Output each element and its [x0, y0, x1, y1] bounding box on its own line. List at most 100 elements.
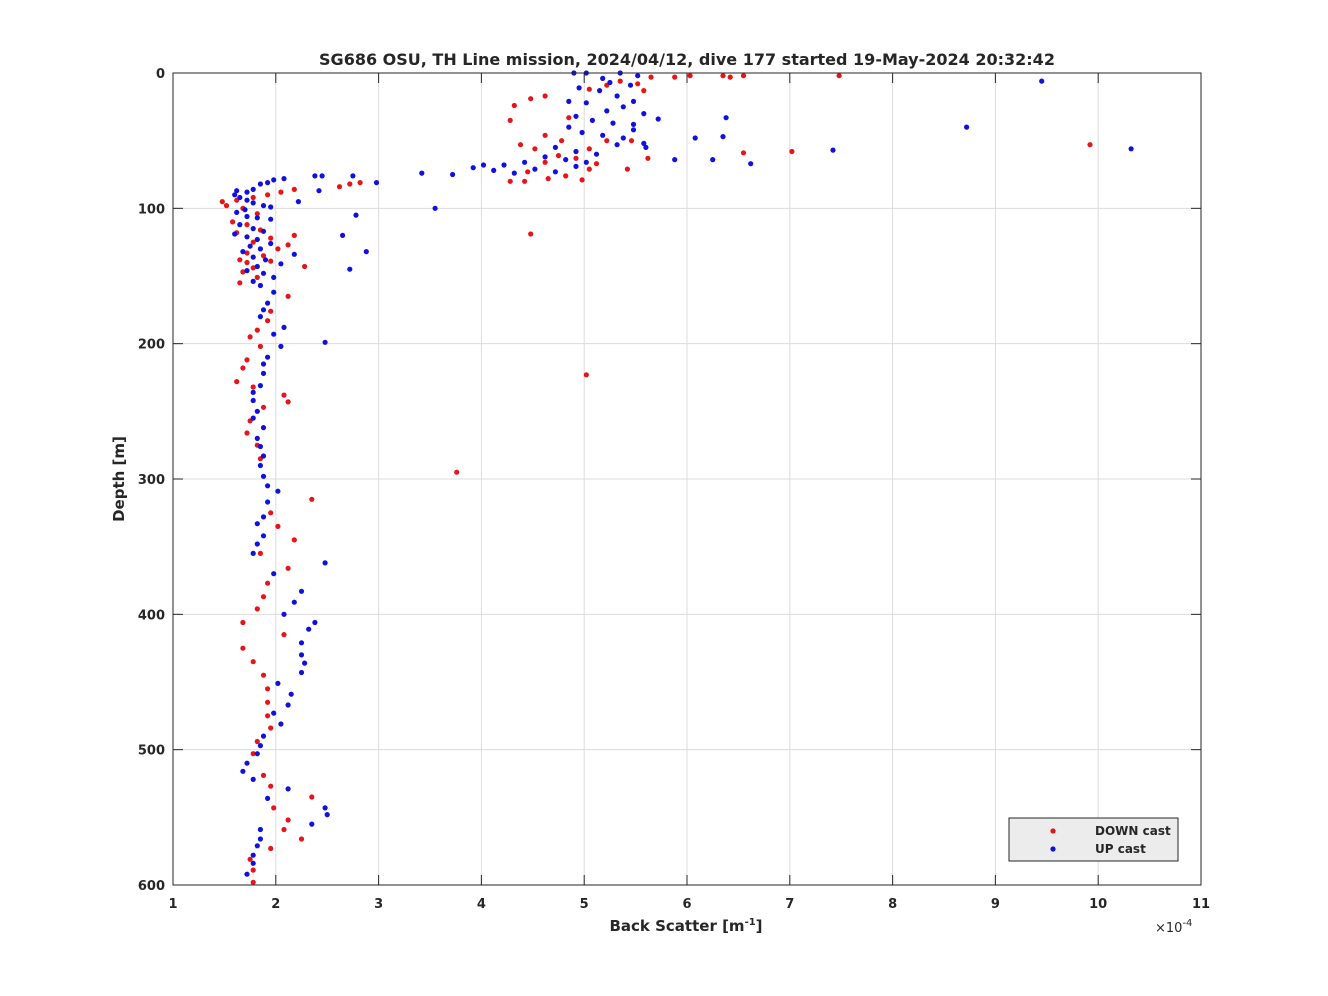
- down-cast-point: [265, 318, 271, 324]
- up-cast-point: [278, 721, 284, 727]
- x-axis-label: Back Scatter [m-1]: [609, 917, 762, 935]
- up-cast-point: [250, 200, 256, 206]
- up-cast-point: [600, 75, 606, 81]
- down-cast-point: [291, 537, 297, 543]
- up-cast-point: [260, 270, 267, 276]
- up-cast-point: [573, 148, 579, 155]
- down-cast-point: [265, 192, 271, 198]
- x-axis-multiplier: ×10-4: [1155, 918, 1192, 936]
- down-cast-point: [624, 166, 631, 172]
- up-cast-point: [265, 795, 271, 802]
- up-cast-point: [614, 142, 620, 148]
- up-cast-point: [723, 115, 729, 121]
- up-cast-point: [964, 124, 970, 130]
- grid: [173, 73, 1201, 885]
- up-cast-point: [254, 408, 260, 414]
- down-cast-point: [740, 73, 747, 79]
- down-cast-point: [573, 155, 579, 161]
- up-cast-point: [281, 176, 287, 182]
- up-cast-point: [244, 268, 250, 274]
- down-cast-point: [604, 138, 610, 144]
- up-cast-point: [257, 836, 263, 842]
- up-cast-point: [302, 660, 308, 666]
- y-tick-label: 600: [138, 879, 165, 894]
- x-tick-labels: 1 2 3 4 5 6 7 8 9 10 11: [168, 897, 1210, 912]
- up-cast-point: [240, 249, 246, 255]
- up-cast-point: [281, 611, 287, 617]
- down-cast-point: [291, 232, 297, 238]
- down-cast-point: [285, 565, 291, 571]
- up-cast-point: [579, 129, 585, 136]
- up-cast-point: [234, 188, 240, 194]
- up-cast-point: [250, 397, 256, 404]
- down-cast-point: [291, 186, 297, 192]
- down-cast-point: [542, 93, 548, 99]
- down-cast-point: [285, 399, 291, 405]
- x-tick-label: 10: [1089, 897, 1107, 912]
- up-cast-point: [830, 147, 836, 153]
- up-cast-point: [322, 805, 328, 811]
- down-cast-point: [240, 365, 246, 371]
- down-cast-point: [555, 153, 562, 159]
- up-cast-point: [237, 194, 243, 201]
- up-cast-point: [268, 204, 274, 210]
- up-cast-point: [298, 588, 305, 594]
- down-cast-point: [542, 132, 548, 138]
- up-cast-point: [250, 852, 256, 858]
- up-cast-point: [532, 166, 538, 172]
- down-cast-point: [254, 327, 260, 333]
- down-cast-point: [268, 308, 274, 314]
- up-cast-point: [275, 680, 281, 687]
- down-cast-point: [254, 211, 260, 217]
- up-cast-point: [260, 473, 267, 479]
- down-cast-point: [281, 826, 287, 833]
- up-cast-point: [316, 188, 322, 194]
- up-cast-point: [271, 571, 277, 577]
- down-cast-point: [250, 265, 256, 271]
- x-axis-label-main: Back Scatter [m: [609, 917, 744, 935]
- up-cast-point: [254, 521, 260, 527]
- down-cast-point: [240, 645, 246, 651]
- up-cast-point: [265, 354, 271, 360]
- up-cast-point: [260, 370, 267, 376]
- up-cast-point: [643, 144, 649, 150]
- down-cast-point: [234, 379, 240, 385]
- down-cast-point: [250, 384, 256, 390]
- legend-marker-up: [1050, 846, 1056, 852]
- series-up-cast: [232, 70, 1134, 877]
- up-cast-point: [237, 222, 243, 228]
- up-cast-point: [566, 98, 572, 104]
- series-down-cast: [219, 73, 1093, 885]
- up-cast-point: [491, 167, 497, 173]
- up-cast-point: [291, 251, 297, 257]
- down-cast-point: [268, 845, 274, 852]
- up-cast-point: [353, 212, 359, 218]
- down-cast-point: [247, 334, 253, 340]
- down-cast-point: [260, 772, 267, 779]
- x-tick-label: 2: [271, 897, 280, 912]
- down-cast-point: [254, 606, 260, 612]
- up-cast-point: [234, 209, 240, 215]
- up-cast-point: [244, 760, 250, 766]
- up-cast-point: [232, 192, 238, 198]
- down-cast-point: [237, 257, 243, 263]
- down-cast-point: [593, 161, 600, 167]
- up-cast-point: [254, 843, 260, 849]
- up-cast-point: [257, 743, 263, 749]
- up-cast-point: [641, 111, 647, 117]
- up-cast-point: [324, 812, 330, 818]
- down-cast-point: [268, 783, 274, 789]
- up-cast-point: [630, 121, 637, 127]
- up-cast-point: [285, 702, 291, 708]
- up-cast-point: [542, 154, 548, 160]
- up-cast-point: [322, 339, 328, 345]
- down-cast-point: [628, 138, 635, 144]
- down-cast-point: [260, 594, 267, 600]
- up-cast-point: [244, 213, 250, 220]
- up-cast-point: [271, 177, 277, 183]
- down-cast-point: [357, 180, 363, 186]
- up-cast-point: [627, 82, 634, 88]
- down-cast-point: [635, 81, 641, 87]
- down-cast-point: [275, 246, 281, 252]
- down-cast-point: [522, 178, 528, 184]
